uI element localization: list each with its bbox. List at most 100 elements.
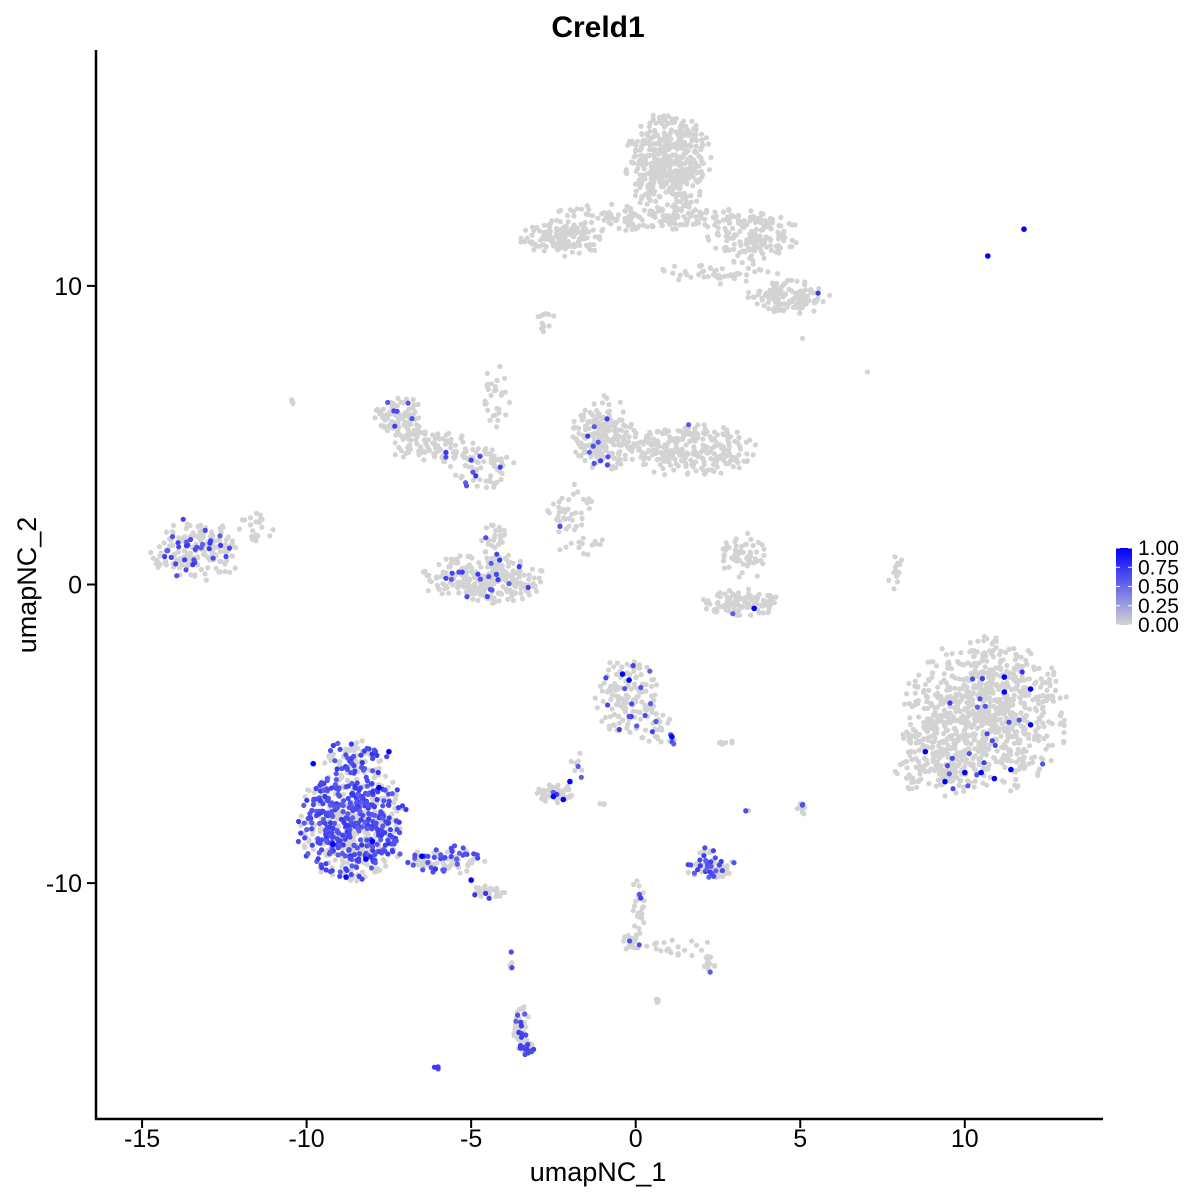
cell-point <box>992 742 998 749</box>
cell-point <box>445 590 452 596</box>
cell-point <box>647 668 653 674</box>
cell-point <box>722 225 728 231</box>
cell-point <box>539 568 545 574</box>
cell-point <box>712 209 718 215</box>
cell-point <box>635 440 641 446</box>
cell-point <box>1021 754 1027 761</box>
cell-point <box>793 240 799 246</box>
cell-point <box>749 216 755 222</box>
cell-point <box>379 815 385 821</box>
cell-point <box>1006 719 1012 725</box>
cell-point <box>437 446 444 452</box>
cell-point <box>529 232 535 238</box>
cell-point <box>699 137 705 143</box>
cell-point <box>641 166 647 172</box>
cell-point <box>443 570 449 576</box>
cell-point <box>676 277 682 283</box>
cell-point <box>688 457 694 463</box>
cell-point <box>337 869 343 875</box>
cell-point <box>963 756 970 762</box>
cell-point <box>683 194 690 200</box>
cell-point <box>306 839 312 845</box>
cell-point <box>743 272 750 278</box>
cell-point <box>606 220 612 226</box>
cell-point <box>703 448 709 455</box>
cell-point <box>952 675 958 681</box>
cell-point <box>1030 697 1036 703</box>
cell-point <box>935 777 942 783</box>
cell-point <box>633 188 639 194</box>
cell-point <box>964 676 970 682</box>
cell-point <box>436 586 442 592</box>
cell-point <box>582 457 588 464</box>
cell-point <box>396 444 402 451</box>
cell-point <box>653 682 660 688</box>
cell-point <box>688 213 694 219</box>
cell-point <box>421 437 427 443</box>
cell-point <box>1034 736 1041 742</box>
cell-point <box>692 425 698 432</box>
cell-point <box>531 575 537 581</box>
cell-point <box>972 716 978 723</box>
cell-point <box>410 862 416 868</box>
cell-point <box>926 781 932 787</box>
cell-point <box>576 545 582 551</box>
cell-point <box>601 426 607 432</box>
cell-point <box>758 248 764 254</box>
cell-point <box>1013 732 1019 738</box>
cell-point <box>354 791 361 797</box>
cell-point <box>442 854 448 861</box>
cell-point <box>723 740 729 746</box>
cell-point <box>476 560 482 566</box>
cell-point <box>589 219 595 226</box>
cell-point <box>412 852 418 858</box>
cell-point <box>655 998 661 1005</box>
cell-point <box>323 861 329 867</box>
cell-point <box>996 710 1002 716</box>
cell-point <box>488 522 494 528</box>
cell-point <box>625 223 631 229</box>
cell-point <box>218 542 224 549</box>
cell-point <box>339 863 345 869</box>
cell-point <box>612 423 618 429</box>
cell-point <box>622 934 628 940</box>
cell-point <box>650 213 656 219</box>
cell-point <box>395 395 401 401</box>
cell-point <box>592 247 598 253</box>
cell-point <box>373 407 379 413</box>
cell-point <box>372 812 378 819</box>
cell-point <box>630 881 637 888</box>
cell-point <box>661 113 667 119</box>
cell-point <box>761 546 767 552</box>
cell-point <box>634 180 641 187</box>
cell-point <box>699 174 705 180</box>
cell-point <box>631 668 637 674</box>
cell-point <box>384 415 390 421</box>
cell-point <box>894 579 901 585</box>
cell-point <box>592 695 598 701</box>
cell-point <box>968 696 974 702</box>
cell-point <box>568 792 575 798</box>
cell-point <box>344 766 350 772</box>
cell-point <box>989 725 996 731</box>
cell-point <box>532 241 538 247</box>
cell-point <box>709 437 715 443</box>
cell-point <box>549 218 555 224</box>
cell-point <box>390 779 396 785</box>
cell-point <box>656 193 662 200</box>
cell-point <box>404 425 410 431</box>
cell-point <box>733 456 740 463</box>
cell-point <box>1021 685 1027 691</box>
cell-point <box>461 576 467 582</box>
cell-point <box>471 574 478 580</box>
cell-point <box>1040 680 1046 686</box>
cell-point <box>709 445 715 451</box>
cell-point <box>511 580 517 587</box>
cell-point <box>323 810 330 816</box>
cell-point <box>499 470 505 477</box>
cell-point <box>947 700 953 706</box>
cell-point <box>521 572 527 578</box>
cell-point <box>478 564 484 570</box>
cell-point <box>376 758 382 765</box>
cell-point <box>961 737 967 743</box>
